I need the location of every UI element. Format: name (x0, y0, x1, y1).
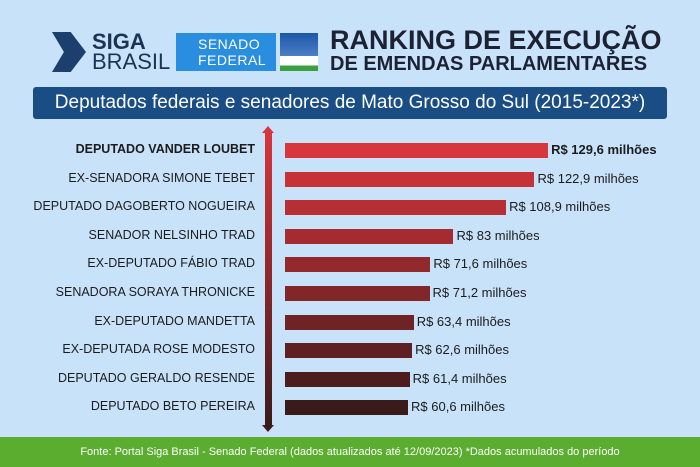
bar-row: SENADOR NELSINHO TRAD R$ 83 milhões (0, 226, 700, 246)
bar (285, 143, 549, 158)
category-label: SENADOR NELSINHO TRAD (88, 227, 255, 242)
bar (285, 371, 410, 387)
bar (285, 200, 507, 216)
senado-emblem-icon (280, 33, 318, 71)
bar (285, 343, 413, 359)
bar (285, 400, 409, 416)
bar-row: DEPUTADO VANDER LOUBET R$ 129,6 milhões (0, 140, 700, 160)
logo-text: BRASIL (92, 49, 171, 74)
ranking-arrow-icon (262, 126, 274, 432)
bar (285, 257, 431, 273)
value-label: R$ 61,4 milhões (412, 370, 507, 386)
category-label: EX-SENADORA SIMONE TEBET (68, 170, 255, 185)
value-label: R$ 108,9 milhões (509, 199, 611, 215)
value-label: R$ 129,6 milhões (551, 142, 657, 157)
bar (285, 228, 454, 244)
value-label: R$ 63,4 milhões (416, 313, 511, 329)
chevron-logo-icon (52, 32, 86, 72)
value-label: R$ 71,2 milhões (432, 285, 527, 300)
category-label: EX-DEPUTADA ROSE MODESTO (62, 342, 255, 357)
value-label: R$ 71,6 milhões (433, 256, 528, 272)
chart-title: Deputados federais e senadores de Mato G… (33, 87, 667, 119)
bar-row: EX-DEPUTADO MANDETTA R$ 63,4 milhões (0, 312, 700, 332)
bar-row: DEPUTADO GERALDO RESENDE R$ 61,4 milhões (0, 369, 700, 389)
category-label: DEPUTADO VANDER LOUBET (75, 142, 255, 156)
bar-row: EX-SENADORA SIMONE TEBET R$ 122,9 milhõe… (0, 169, 700, 189)
bar (285, 286, 430, 301)
category-label: EX-DEPUTADO MANDETTA (94, 313, 255, 328)
bar-row: DEPUTADO BETO PEREIRA R$ 60,6 milhões (0, 397, 700, 417)
value-label: R$ 62,6 milhões (415, 342, 510, 358)
value-label: R$ 122,9 milhões (537, 170, 639, 186)
bar (285, 314, 414, 330)
value-label: R$ 60,6 milhões (411, 399, 505, 415)
senado-federal-logo: SENADO FEDERAL (176, 33, 276, 71)
value-label: R$ 83 milhões (456, 227, 540, 243)
page-title: RANKING DE EXECUÇÃO DE EMENDAS PARLAMENTA… (330, 25, 662, 76)
bar-row: EX-DEPUTADO FÁBIO TRAD R$ 71,6 milhões (0, 254, 700, 274)
category-label: EX-DEPUTADO FÁBIO TRAD (87, 256, 255, 271)
siga-brasil-logo: SIGA BRASIL (52, 30, 170, 74)
bar-row: EX-DEPUTADA ROSE MODESTO R$ 62,6 milhões (0, 340, 700, 360)
category-label: SENADORA SORAYA THRONICKE (55, 285, 255, 299)
source-footer: Fonte: Portal Siga Brasil - Senado Feder… (0, 437, 700, 467)
bar-row: DEPUTADO DAGOBERTO NOGUEIRA R$ 108,9 mil… (0, 197, 700, 217)
bar (285, 171, 535, 187)
category-label: DEPUTADO DAGOBERTO NOGUEIRA (33, 199, 255, 214)
category-label: DEPUTADO GERALDO RESENDE (57, 370, 255, 385)
category-label: DEPUTADO BETO PEREIRA (90, 399, 255, 414)
logo-text: SIGA (92, 29, 146, 54)
bar-row: SENADORA SORAYA THRONICKE R$ 71,2 milhõe… (0, 283, 700, 303)
